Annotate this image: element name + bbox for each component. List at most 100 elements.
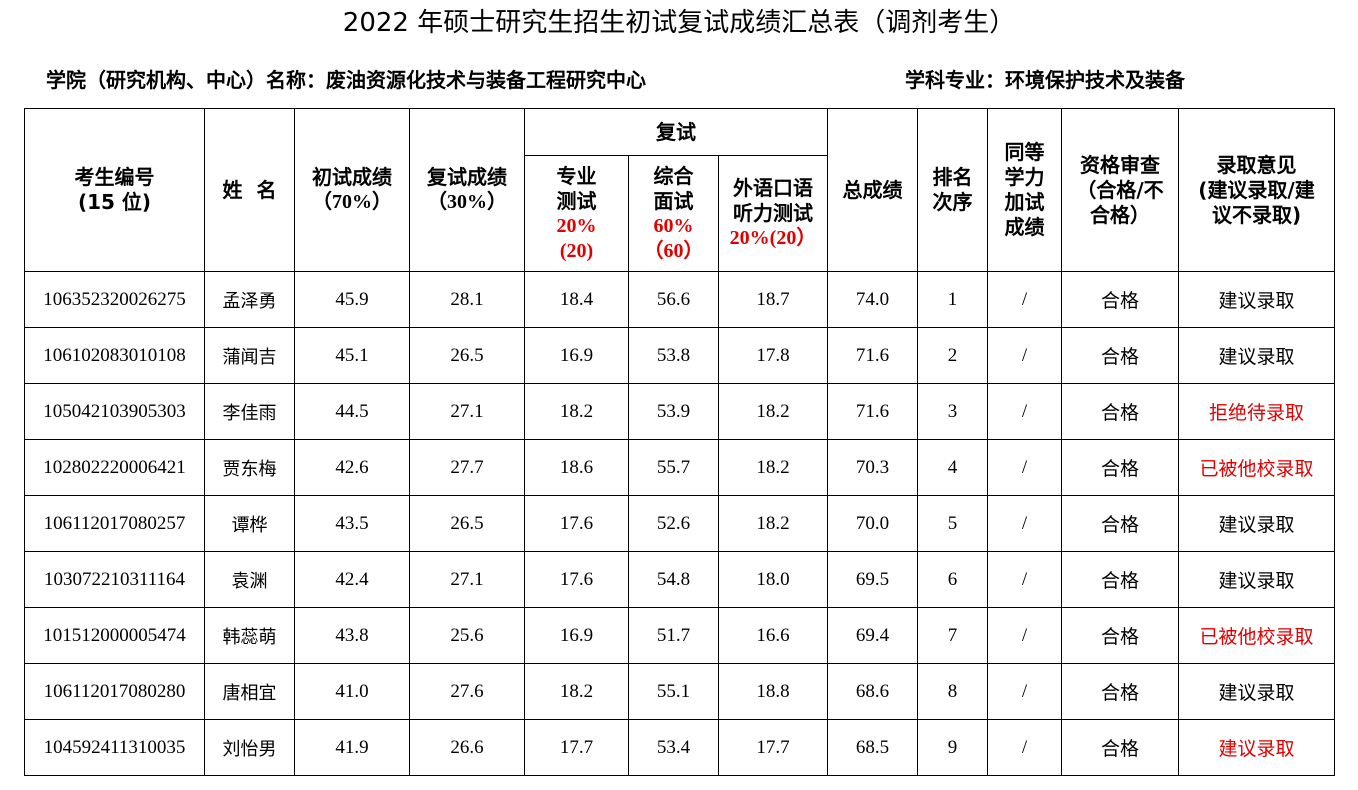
- header-retest-group: 复试: [523, 108, 829, 156]
- cell-oral-test: 17.8: [717, 327, 829, 384]
- cell-candidate-id: 105042103905303: [24, 383, 205, 440]
- cell-retest-score: 28.1: [409, 271, 525, 328]
- cell-major-test: 17.6: [524, 495, 629, 552]
- cell-major-test: 16.9: [524, 327, 629, 384]
- page-title: 2022 年硕士研究生招生初试复试成绩汇总表（调剂考生）: [342, 8, 1016, 38]
- cell-total: 69.4: [827, 607, 919, 664]
- cell-rank: 8: [917, 663, 989, 720]
- cell-total: 70.0: [827, 495, 919, 552]
- cell-bonus-test: /: [987, 271, 1063, 328]
- cell-prelim-score: 42.4: [294, 551, 410, 608]
- cell-retest-score: 27.6: [409, 663, 525, 720]
- cell-interview: 53.4: [628, 719, 719, 776]
- cell-total: 69.5: [827, 551, 919, 608]
- table-body: 106352320026275 孟泽勇 45.9 28.1 18.4 56.6 18.7 74…: [24, 271, 1336, 776]
- cell-admission-opinion: 建议录取: [1178, 327, 1336, 384]
- table-row: 105042103905303 李佳雨 44.5 27.1 18.2 53.9 18.2 71…: [24, 383, 1336, 440]
- cell-admission-opinion: 建议录取: [1178, 663, 1336, 720]
- cell-qualification: 合格: [1061, 439, 1180, 496]
- cell-admission-opinion: 已被他校录取: [1178, 439, 1336, 496]
- cell-name: 蒲闻吉: [204, 327, 295, 384]
- cell-candidate-id: 106352320026275: [24, 271, 205, 328]
- table-row: 101512000005474 韩蕊萌 43.8 25.6 16.9 51.7 16.6 69…: [24, 607, 1336, 664]
- cell-bonus-test: /: [987, 551, 1063, 608]
- cell-interview: 52.6: [628, 495, 719, 552]
- header-qualification: 资格审查 （合格/不 合格）: [1061, 108, 1180, 272]
- cell-qualification: 合格: [1061, 607, 1180, 664]
- cell-rank: 6: [917, 551, 989, 608]
- cell-retest-score: 27.1: [409, 383, 525, 440]
- cell-oral-test: 17.7: [717, 719, 829, 776]
- cell-name: 唐相宜: [204, 663, 295, 720]
- table-row: 104592411310035 刘怡男 41.9 26.6 17.7 53.4 17.7 68…: [24, 719, 1336, 776]
- cell-prelim-score: 41.0: [294, 663, 410, 720]
- header-bonus-test: 同等 学力 加试 成绩: [987, 108, 1063, 272]
- cell-prelim-score: 45.1: [294, 327, 410, 384]
- cell-rank: 3: [917, 383, 989, 440]
- cell-bonus-test: /: [987, 663, 1063, 720]
- cell-rank: 5: [917, 495, 989, 552]
- cell-name: 谭桦: [204, 495, 295, 552]
- college-name: 学院（研究机构、中心）名称：废油资源化技术与装备工程研究中心: [46, 68, 646, 92]
- cell-major-test: 18.6: [524, 439, 629, 496]
- cell-rank: 2: [917, 327, 989, 384]
- cell-oral-test: 18.8: [717, 663, 829, 720]
- cell-rank: 9: [917, 719, 989, 776]
- cell-qualification: 合格: [1061, 663, 1180, 720]
- cell-total: 68.6: [827, 663, 919, 720]
- cell-total: 74.0: [827, 271, 919, 328]
- cell-candidate-id: 104592411310035: [24, 719, 205, 776]
- cell-candidate-id: 106112017080257: [24, 495, 205, 552]
- cell-prelim-score: 43.5: [294, 495, 410, 552]
- cell-prelim-score: 43.8: [294, 607, 410, 664]
- cell-total: 70.3: [827, 439, 919, 496]
- cell-admission-opinion: 建议录取: [1178, 551, 1336, 608]
- cell-interview: 55.1: [628, 663, 719, 720]
- cell-retest-score: 27.7: [409, 439, 525, 496]
- cell-qualification: 合格: [1061, 551, 1180, 608]
- table-row: 103072210311164 袁渊 42.4 27.1 17.6 54.8 18.0 69.…: [24, 551, 1336, 608]
- cell-name: 李佳雨: [204, 383, 295, 440]
- cell-oral-test: 16.6: [717, 607, 829, 664]
- table-row: 106352320026275 孟泽勇 45.9 28.1 18.4 56.6 18.7 74…: [24, 271, 1336, 328]
- cell-admission-opinion: 建议录取: [1178, 271, 1336, 328]
- cell-major-test: 16.9: [524, 607, 629, 664]
- cell-admission-opinion: 建议录取: [1178, 719, 1336, 776]
- cell-rank: 7: [917, 607, 989, 664]
- header-name: 姓 名: [204, 108, 295, 272]
- cell-name: 刘怡男: [204, 719, 295, 776]
- cell-total: 68.5: [827, 719, 919, 776]
- cell-interview: 53.8: [628, 327, 719, 384]
- cell-bonus-test: /: [987, 719, 1063, 776]
- cell-candidate-id: 106102083010108: [24, 327, 205, 384]
- cell-name: 韩蕊萌: [204, 607, 295, 664]
- cell-bonus-test: /: [987, 383, 1063, 440]
- cell-name: 孟泽勇: [204, 271, 295, 328]
- cell-total: 71.6: [827, 383, 919, 440]
- cell-retest-score: 27.1: [409, 551, 525, 608]
- cell-retest-score: 25.6: [409, 607, 525, 664]
- cell-prelim-score: 42.6: [294, 439, 410, 496]
- table-row: 106112017080280 唐相宜 41.0 27.6 18.2 55.1 18.8 68…: [24, 663, 1336, 720]
- cell-bonus-test: /: [987, 327, 1063, 384]
- cell-name: 贾东梅: [204, 439, 295, 496]
- cell-qualification: 合格: [1061, 327, 1180, 384]
- header-candidate-id: 考生编号 (15 位): [24, 108, 205, 272]
- table-row: 106102083010108 蒲闻吉 45.1 26.5 16.9 53.8 17.8 71…: [24, 327, 1336, 384]
- cell-major-test: 18.2: [524, 383, 629, 440]
- header-total: 总成绩: [827, 108, 919, 272]
- cell-major-test: 17.7: [524, 719, 629, 776]
- cell-total: 71.6: [827, 327, 919, 384]
- cell-bonus-test: /: [987, 439, 1063, 496]
- cell-retest-score: 26.5: [409, 495, 525, 552]
- major-name: 学科专业：环境保护技术及装备: [905, 68, 1185, 92]
- header-interview: 综合 面试 60% （60）: [628, 155, 719, 272]
- cell-qualification: 合格: [1061, 495, 1180, 552]
- cell-oral-test: 18.7: [717, 271, 829, 328]
- cell-rank: 4: [917, 439, 989, 496]
- cell-rank: 1: [917, 271, 989, 328]
- header-retest-score: 复试成绩 （30%）: [409, 108, 525, 272]
- header-prelim-score: 初试成绩 （70%）: [294, 108, 410, 272]
- cell-name: 袁渊: [204, 551, 295, 608]
- cell-interview: 53.9: [628, 383, 719, 440]
